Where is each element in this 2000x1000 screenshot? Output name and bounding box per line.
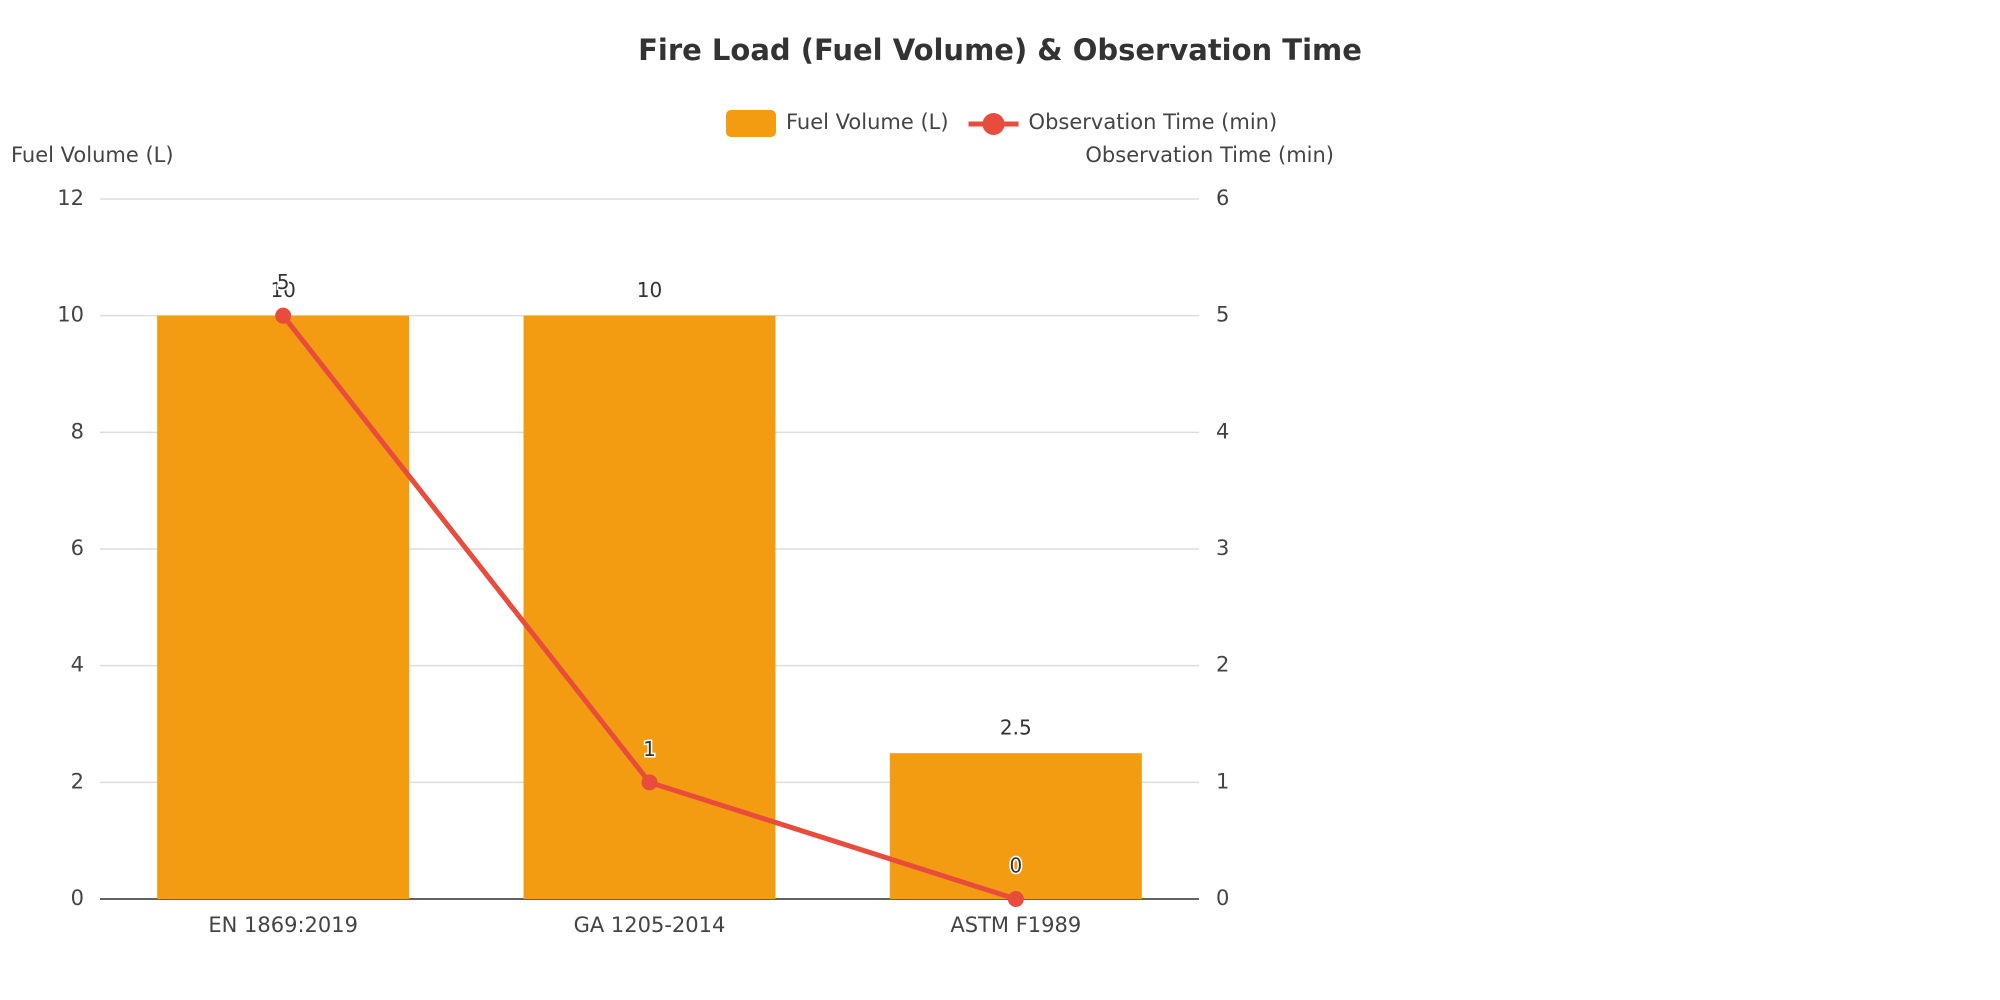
y2-tick-label: 4 <box>1216 419 1229 443</box>
y2-tick-label: 5 <box>1216 303 1229 327</box>
y-tick-label: 0 <box>71 886 84 910</box>
y-axis-label: Fuel Volume (L) <box>11 143 174 167</box>
line-point <box>641 774 658 791</box>
y-tick-label: 2 <box>71 769 84 793</box>
chart-title: Fire Load (Fuel Volume) & Observation Ti… <box>638 33 1362 67</box>
y2-tick-label: 3 <box>1216 536 1229 560</box>
x-tick-label: GA 1205-2014 <box>574 913 726 937</box>
y2-tick-label: 2 <box>1216 653 1229 677</box>
data-label: 10 <box>270 278 295 302</box>
data-label: 2.5 <box>1000 716 1032 740</box>
y-tick-label: 4 <box>71 653 84 677</box>
legend-label: Fuel Volume (L) <box>786 110 949 134</box>
line-point <box>1007 891 1024 907</box>
bar <box>523 315 776 900</box>
y2-tick-label: 0 <box>1216 886 1229 910</box>
bar <box>157 315 410 900</box>
data-label: 5 <box>277 270 290 294</box>
y2-axis-label: Observation Time (min) <box>1085 143 1334 167</box>
data-label: 1 <box>643 737 656 761</box>
y-tick-label: 10 <box>57 303 84 327</box>
data-label: 10 <box>637 278 662 302</box>
line-point <box>275 307 292 324</box>
y-tick-label: 12 <box>57 186 84 210</box>
legend-swatch <box>726 110 776 137</box>
y-tick-label: 8 <box>71 419 84 443</box>
x-tick-label: EN 1869:2019 <box>208 913 358 937</box>
y2-tick-label: 1 <box>1216 769 1229 793</box>
data-label: 0 <box>1009 854 1022 878</box>
legend-label: Observation Time (min) <box>1029 110 1278 134</box>
legend-swatch <box>982 113 1005 135</box>
y-tick-label: 6 <box>71 536 84 560</box>
x-tick-label: ASTM F1989 <box>950 913 1081 937</box>
y2-tick-label: 6 <box>1216 186 1229 210</box>
